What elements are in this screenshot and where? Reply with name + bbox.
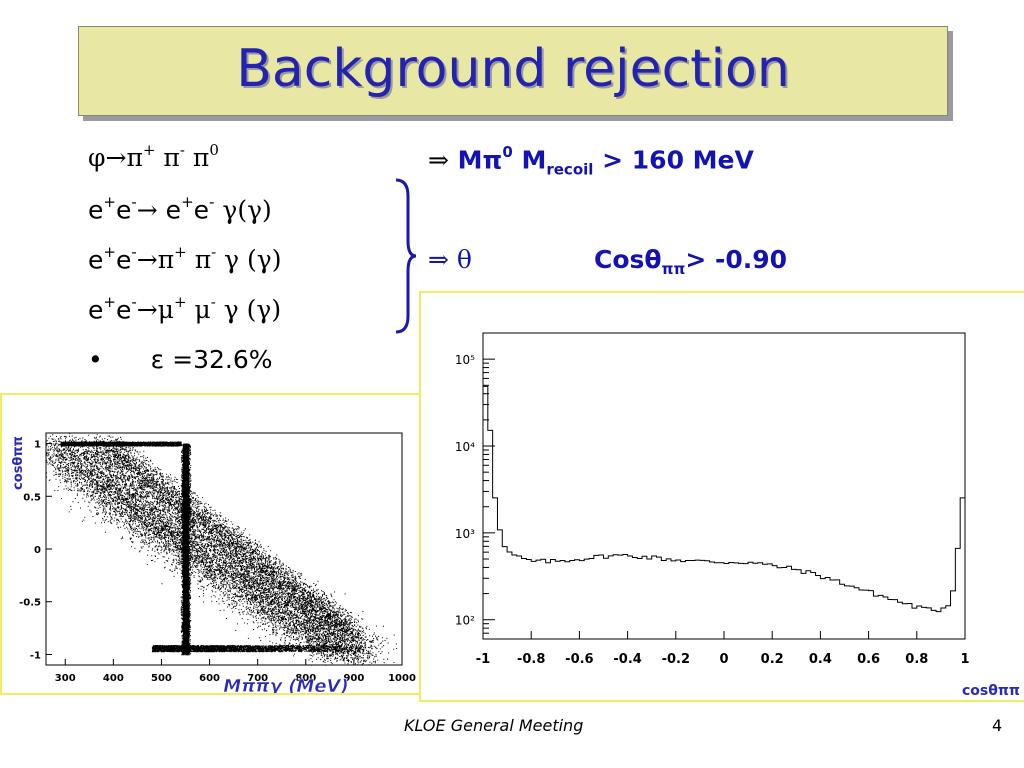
efficiency-value: ε =32.6%: [150, 345, 273, 374]
slide-title: Background rejection: [236, 39, 790, 99]
channel-4: e+e-→μ+ μ- γ (γ): [88, 293, 282, 325]
channel-3: e+e-→π+ π- γ (γ): [88, 243, 282, 275]
x-tick-label: 0.8: [905, 652, 928, 667]
scatter-dots: [46, 433, 398, 666]
vertical-band: [183, 443, 189, 655]
scatter-panel: 300 400 500 600 700 800 900 1000 1 0.5 0 -0.5 -1 cosθ…: [0, 393, 424, 697]
scatter-points: [46, 433, 398, 666]
y-tick-label: 10³: [455, 527, 475, 541]
bullet: •: [88, 345, 103, 374]
hist-x-label: cosθππ: [962, 683, 1020, 699]
x-tick-label: -1: [476, 652, 490, 667]
y-tick-label: -1: [30, 650, 41, 661]
x-tick-label: 600: [199, 673, 220, 684]
x-tick-label: -0.4: [613, 652, 641, 667]
x-tick-label: -0.6: [565, 652, 593, 667]
y-tick-label: 0: [34, 545, 41, 556]
x-tick-label: 0.4: [809, 652, 832, 667]
scatter-y-label: cosθππ: [11, 436, 26, 490]
y-tick-label: 1: [34, 440, 41, 451]
brace: [395, 178, 417, 334]
x-tick-label: 700: [247, 673, 268, 684]
histogram-panel: -1 -0.8 -0.6 -0.4 -0.2 0 0.2 0.4 0.6 0.8 1 10² 10³ 10…: [419, 291, 1024, 702]
cut-cos-theta: Cosθππ> -0.90: [594, 245, 788, 278]
y-tick-label: 10²: [455, 614, 475, 628]
cut-theta: ⇒ θ: [428, 245, 472, 274]
y-tick-label: 10⁵: [455, 353, 475, 367]
x-tick-label: -0.8: [517, 652, 545, 667]
x-tick-label: 1: [960, 652, 969, 667]
x-tick-label: 400: [103, 673, 124, 684]
x-tick-label: 1000: [388, 673, 416, 684]
y-tick-label: 0.5: [23, 492, 41, 503]
page-number: 4: [992, 716, 1003, 735]
x-tick-label: 800: [295, 673, 316, 684]
channel-1: φ→π+ π- π0: [88, 141, 219, 173]
x-tick-label: 900: [343, 673, 364, 684]
histogram-plot: -1 -0.8 -0.6 -0.4 -0.2 0 0.2 0.4 0.6 0.8 1 10² 10³ 10…: [455, 332, 1020, 699]
cut-mpi0: ⇒ Mπ0 Mrecoil > 160 MeV: [428, 143, 754, 179]
x-tick-label: 500: [151, 673, 172, 684]
x-tick-label: 0.2: [761, 652, 784, 667]
hist-frame: [482, 332, 966, 640]
channel-2: e+e-→ e+e- γ(γ): [88, 193, 272, 225]
footer-meeting: KLOE General Meeting: [404, 716, 584, 735]
scatter-x-label: Mππγ (MeV): [223, 676, 348, 693]
y-tick-label: 10⁴: [455, 440, 475, 454]
x-tick-label: 300: [55, 673, 76, 684]
x-tick-label: -0.2: [662, 652, 690, 667]
y-tick-label: -0.5: [19, 598, 41, 609]
efficiency-line: • ε =32.6%: [88, 345, 272, 374]
title-banner: Background rejection: [78, 26, 948, 116]
hist-series: [483, 385, 965, 613]
scatter-plot: 300 400 500 600 700 800 900 1000 1 0.5 0 -0.5 -1 cosθ…: [11, 432, 416, 697]
x-tick-label: 0: [719, 652, 728, 667]
x-tick-label: 0.6: [857, 652, 880, 667]
